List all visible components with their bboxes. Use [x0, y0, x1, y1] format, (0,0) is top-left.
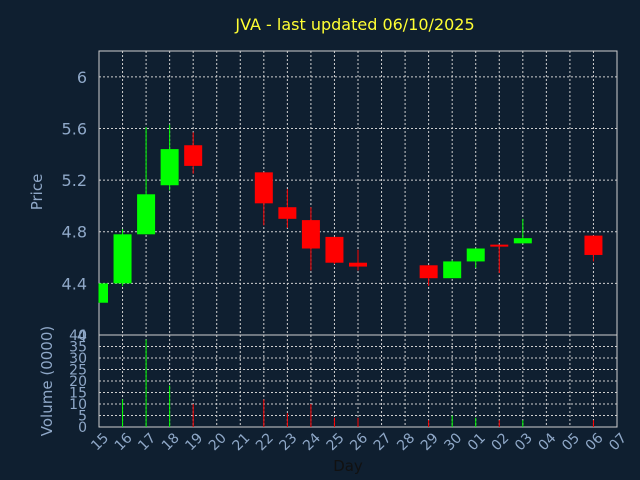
x-tick-label: 05: [559, 430, 583, 454]
x-tick-label: 02: [488, 430, 512, 454]
price-y-tick-label: 4.8: [62, 223, 87, 242]
x-axis-ticks: 15 16 17 18 19 20 21 22 23 24 25 26 27 28 29 30 01 02 03 04…: [88, 430, 630, 454]
x-tick-label: 28: [394, 430, 418, 454]
price-y-tick-label: 4: [77, 326, 87, 345]
volume-y-tick-label: 30: [69, 351, 87, 367]
volume-bars: [122, 339, 594, 427]
x-tick-label: 27: [371, 430, 395, 454]
x-tick-label: 07: [606, 430, 630, 454]
price-y-tick-label: 5.6: [62, 119, 87, 138]
volume-y-tick-label: 0: [78, 420, 87, 436]
x-tick-label: 25: [324, 430, 348, 454]
candle-body: [184, 145, 203, 166]
x-tick-label: 01: [465, 430, 489, 454]
x-tick-label: 17: [135, 430, 159, 454]
volume-y-tick-label: 35: [69, 340, 87, 356]
price-axis-label: Price: [28, 174, 46, 211]
volume-y-tick-label: 40: [69, 328, 87, 344]
x-tick-label: 03: [512, 430, 536, 454]
candle-body: [278, 207, 297, 219]
candles: [98, 124, 603, 303]
x-tick-label: 21: [229, 430, 253, 454]
x-tick-label: 19: [182, 430, 206, 454]
x-tick-label: 23: [277, 430, 301, 454]
x-axis-label: Day: [333, 457, 363, 475]
candle-body: [349, 262, 367, 267]
candle-body: [443, 261, 462, 279]
volume-y-tick-label: 5: [78, 409, 87, 425]
volume-y-tick-label: 15: [69, 386, 87, 402]
candle-body: [254, 172, 273, 204]
x-tick-label: 16: [112, 430, 136, 454]
candle-body: [490, 244, 509, 247]
candle-body: [160, 149, 179, 186]
x-tick-label: 20: [206, 430, 230, 454]
x-tick-label: 18: [159, 430, 183, 454]
volume-y-tick-label: 10: [69, 397, 87, 413]
candle-body: [325, 236, 344, 263]
x-tick-label: 26: [347, 430, 371, 454]
x-tick-label: 06: [583, 430, 607, 454]
price-y-tick-label: 5.2: [62, 171, 87, 190]
candle-body: [113, 234, 132, 284]
x-tick-label: 04: [536, 430, 560, 454]
volume-y-tick-label: 25: [69, 363, 87, 379]
candle-body: [466, 248, 485, 262]
volume-axis-label: Volume (0000): [38, 326, 56, 436]
x-tick-label: 29: [418, 430, 442, 454]
price-panel: 4 4.4 4.8 5.2 5.6 6: [62, 50, 618, 345]
volume-y-tick-label: 20: [69, 374, 87, 390]
x-tick-label: 22: [253, 430, 277, 454]
x-tick-label: 15: [88, 430, 112, 454]
candle-body: [301, 220, 320, 249]
candle-body: [513, 238, 532, 244]
price-y-tick-label: 6: [77, 68, 87, 87]
price-y-tick-label: 4.4: [62, 274, 87, 293]
candle-body: [419, 265, 438, 279]
chart-title: JVA - last updated 06/10/2025: [234, 15, 474, 34]
x-tick-label: 24: [300, 430, 324, 454]
x-tick-label: 30: [441, 430, 465, 454]
price-y-ticks: 4 4.4 4.8 5.2 5.6 6: [62, 68, 87, 345]
candle-body: [584, 235, 603, 255]
candle-body: [137, 194, 156, 235]
candle-body: [99, 283, 108, 303]
